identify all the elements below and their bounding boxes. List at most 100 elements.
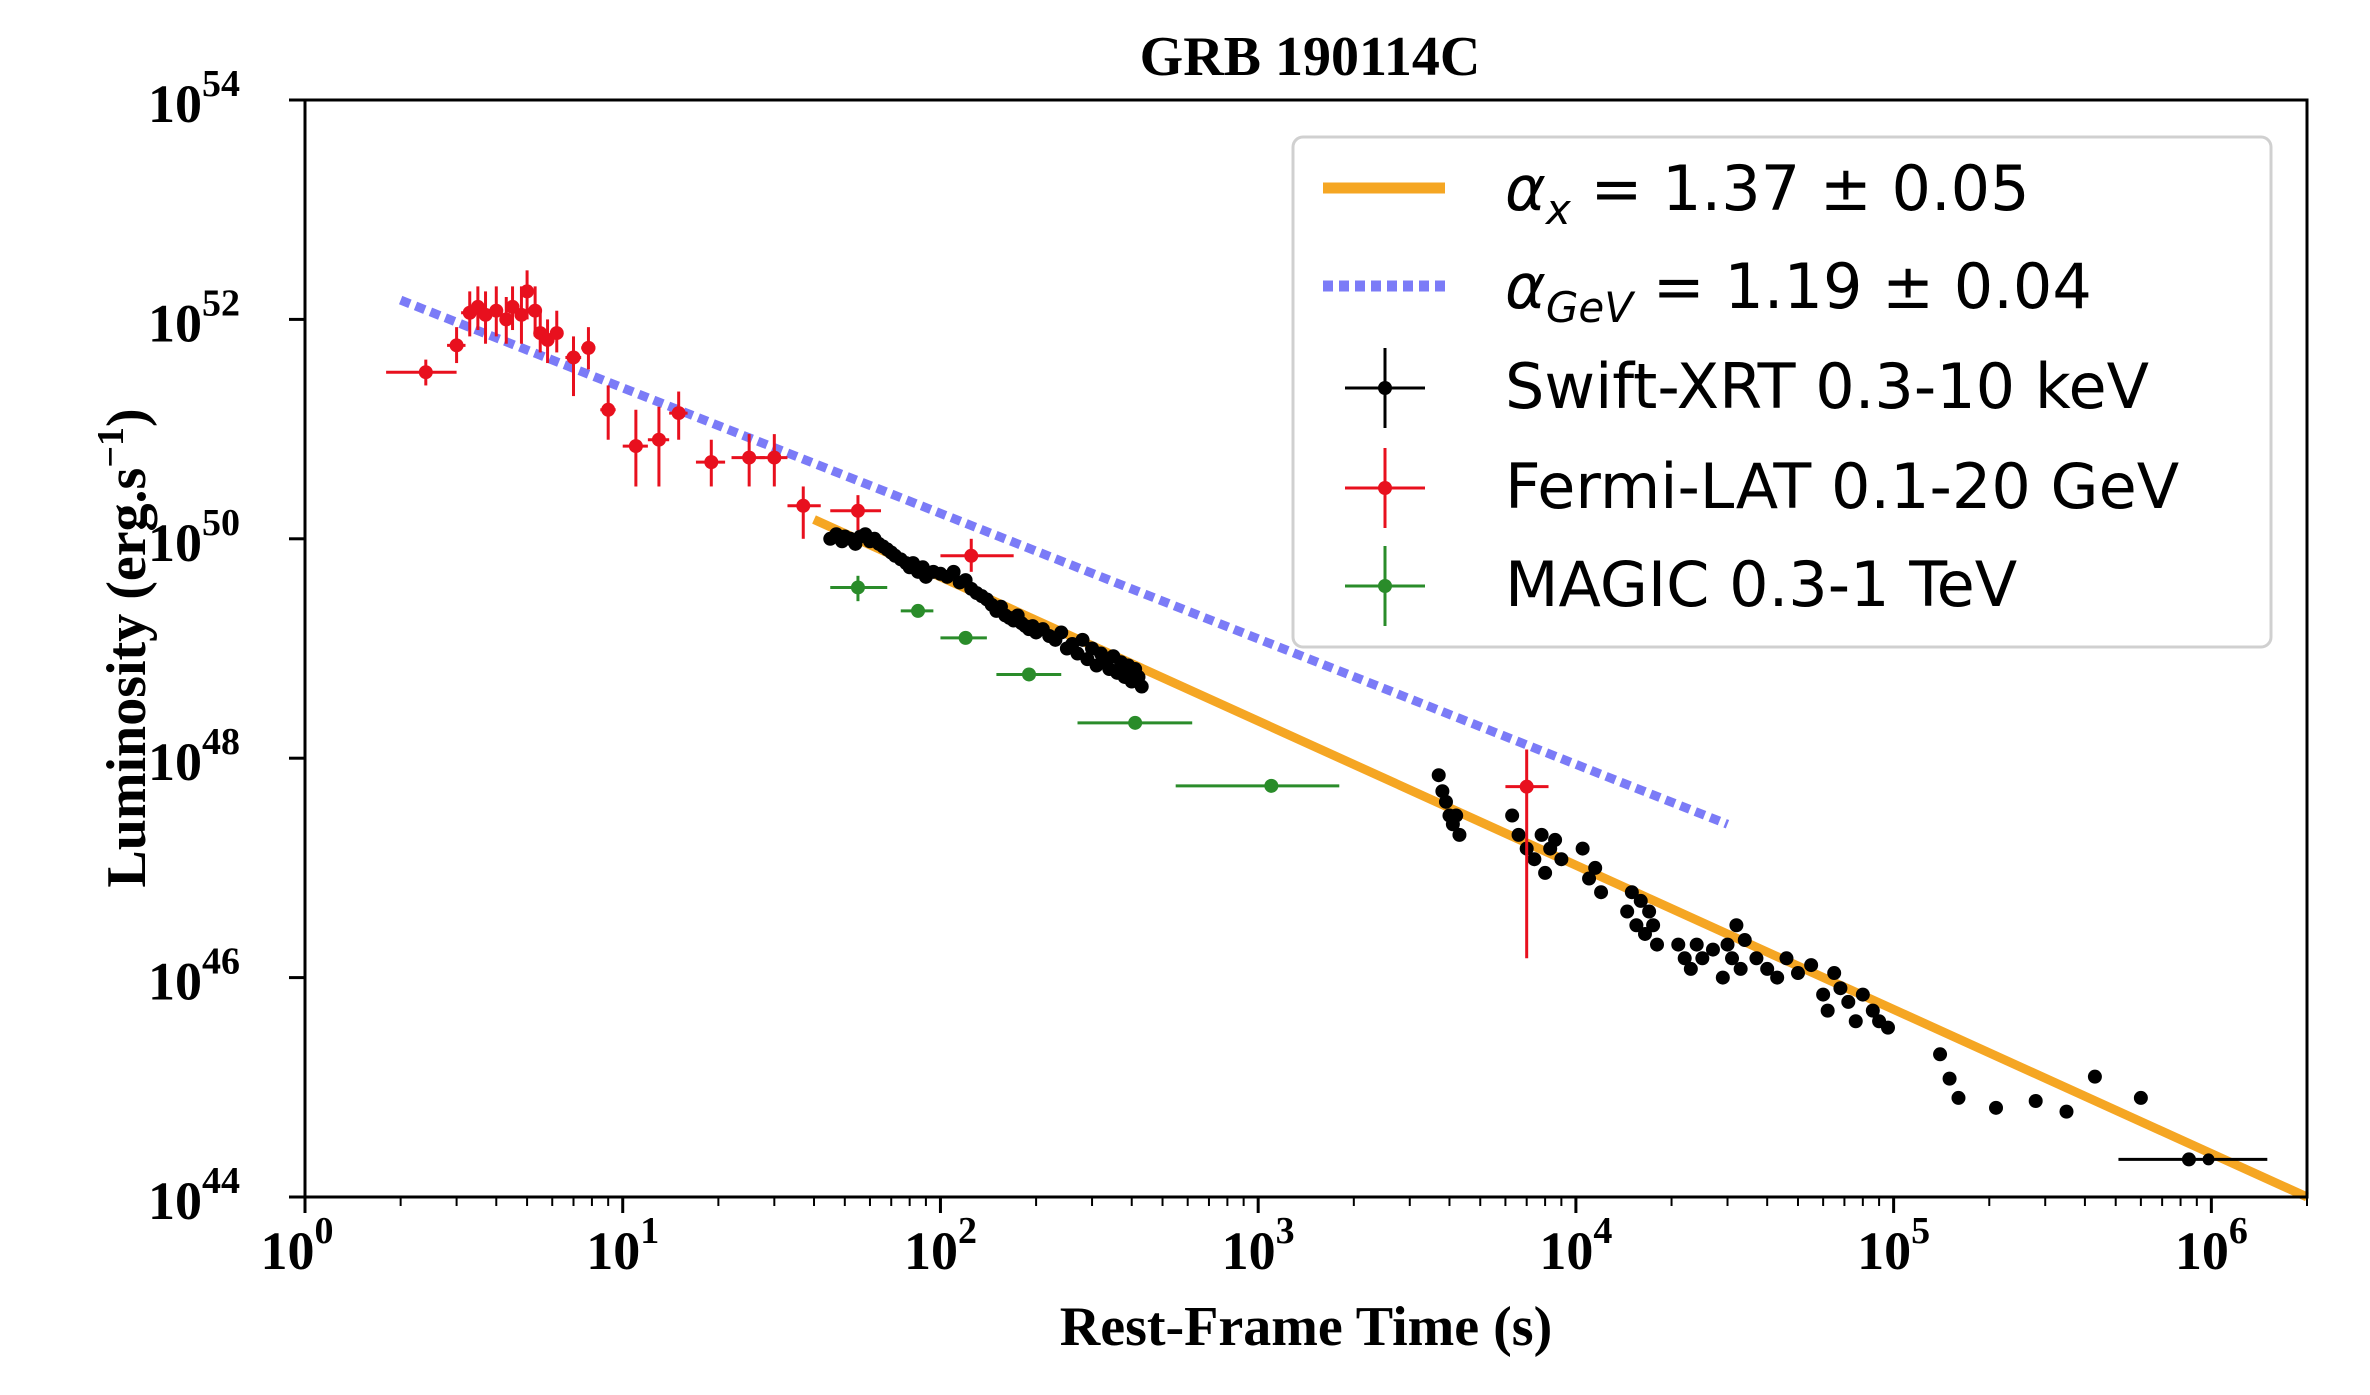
y-tick-label: 1046 [148, 941, 240, 1012]
x-tick-label: 101 [586, 1210, 659, 1281]
y-tick-label-exponent: 54 [202, 63, 240, 105]
data-point-magic [958, 630, 973, 645]
x-tick-label-exponent: 3 [1276, 1210, 1295, 1252]
data-point-fermi-lat [418, 365, 433, 380]
data-point-swift-xrt [1865, 1003, 1880, 1018]
series-magic [830, 575, 1340, 793]
data-point-swift-xrt [1527, 852, 1542, 867]
data-point-swift-xrt [1790, 966, 1805, 981]
y-tick-label-base: 10 [148, 732, 202, 792]
data-point-swift-xrt [1671, 937, 1686, 952]
legend-swatch-fermi-lat [1345, 448, 1425, 528]
data-point-swift-xrt [1770, 970, 1785, 985]
data-point-fermi-lat [767, 450, 782, 465]
chart-title: GRB 190114C [1140, 26, 1481, 88]
y-tick-label-exponent: 48 [202, 721, 240, 763]
data-point-swift-xrt [1534, 827, 1549, 842]
legend-box [1291, 135, 2273, 649]
x-tick-label-exponent: 5 [1911, 1210, 1930, 1252]
data-point-fermi-lat [671, 406, 686, 421]
data-point-swift-xrt [1989, 1100, 2004, 1115]
data-point-swift-xrt [1737, 933, 1752, 948]
y-tick-label-base: 10 [148, 74, 202, 134]
data-point-swift-xrt [1134, 679, 1149, 694]
data-point-fermi-lat [964, 548, 979, 563]
data-point-swift-xrt [1633, 893, 1648, 908]
x-tick-label-base: 10 [904, 1221, 958, 1281]
data-point-fermi-lat [549, 326, 564, 341]
data-point-swift-xrt [2087, 1069, 2102, 1084]
data-point-fermi-lat [601, 402, 616, 417]
data-point-fermi-lat [566, 350, 581, 365]
data-point-fermi-lat [651, 432, 666, 447]
data-point-swift-xrt [1435, 784, 1450, 799]
data-point-fermi-lat [520, 284, 535, 299]
data-point-swift-xrt [2133, 1090, 2148, 1105]
fit-line-gev [398, 295, 1730, 829]
x-tick-label-base: 10 [586, 1221, 640, 1281]
data-point-swift-xrt [1733, 961, 1748, 976]
chart-marks [386, 270, 2309, 1202]
y-tick-label-base: 10 [148, 513, 202, 573]
data-point-magic [911, 603, 926, 618]
y-axis-label-main: Luminosity (erg.s [96, 468, 158, 888]
data-point-swift-xrt [1689, 937, 1704, 952]
y-tick-label: 1054 [148, 63, 240, 134]
legend-label-fit-x: αx = 1.37 ± 0.05 [1505, 152, 2030, 234]
legend-fit-gev-value: = 1.19 ± 0.04 [1633, 250, 2092, 323]
data-point-fermi-lat [449, 338, 464, 353]
x-tick-label-base: 10 [1857, 1221, 1911, 1281]
y-axis-label: Luminosity (erg.s−1) [90, 408, 158, 887]
data-point-swift-xrt [1449, 808, 1464, 823]
data-point-swift-xrt [1629, 918, 1644, 933]
data-point-swift-xrt [1820, 1003, 1835, 1018]
data-point-fermi-lat [499, 312, 514, 327]
y-tick-label: 1044 [148, 1160, 240, 1231]
x-tick-label-base: 10 [1539, 1221, 1593, 1281]
data-point-swift-xrt [1725, 951, 1740, 966]
x-tick-label-base: 10 [261, 1221, 315, 1281]
data-point-swift-xrt [1620, 904, 1635, 919]
data-point-swift-xrt [2202, 1153, 2215, 1166]
x-tick-label-base: 10 [1222, 1221, 1276, 1281]
data-point-swift-xrt [1705, 942, 1720, 957]
data-point-fermi-lat [1519, 779, 1534, 794]
data-point-swift-xrt [1848, 1014, 1863, 1029]
series-fermi-lat [386, 270, 1549, 959]
y-axis-label-exponent: −1 [90, 427, 132, 468]
data-point-swift-xrt [1054, 625, 1069, 640]
x-tick-label: 104 [1539, 1210, 1612, 1281]
x-tick-label: 106 [2175, 1210, 2248, 1281]
legend-fit-x-sub: x [1544, 185, 1572, 234]
data-point-swift-xrt [1438, 794, 1453, 809]
x-tick-label-exponent: 2 [958, 1210, 977, 1252]
y-tick-label-base: 10 [148, 1171, 202, 1231]
legend-swatch-magic [1345, 546, 1425, 626]
data-point-swift-xrt [1588, 860, 1603, 875]
data-point-swift-xrt [1933, 1047, 1948, 1062]
data-point-swift-xrt [1841, 994, 1856, 1009]
data-point-swift-xrt [1855, 987, 1870, 1002]
x-tick-label-exponent: 1 [640, 1210, 659, 1252]
data-point-swift-xrt [1554, 852, 1569, 867]
data-point-swift-xrt [1720, 937, 1735, 952]
legend-label-fit-gev: αGeV = 1.19 ± 0.04 [1505, 250, 2092, 332]
data-point-swift-xrt [1942, 1071, 1957, 1086]
data-point-swift-xrt [1511, 827, 1526, 842]
data-point-swift-xrt [1729, 918, 1744, 933]
data-point-swift-xrt [1677, 951, 1692, 966]
chart-axes: 100 101 102 103 104 105 1061044104610481050105… [148, 63, 2308, 1281]
data-point-swift-xrt [1695, 951, 1710, 966]
data-point-fermi-lat [581, 340, 596, 355]
data-point-swift-xrt [946, 564, 961, 579]
x-tick-label-exponent: 4 [1593, 1210, 1612, 1252]
data-point-fermi-lat [505, 299, 520, 314]
data-point-fermi-lat [796, 498, 811, 513]
data-point-fermi-lat [704, 455, 719, 470]
y-tick-label-base: 10 [148, 293, 202, 353]
data-point-swift-xrt [1642, 904, 1657, 919]
data-point-swift-xrt [1505, 808, 1520, 823]
data-point-swift-xrt [1833, 981, 1848, 996]
data-point-swift-xrt [1683, 961, 1698, 976]
